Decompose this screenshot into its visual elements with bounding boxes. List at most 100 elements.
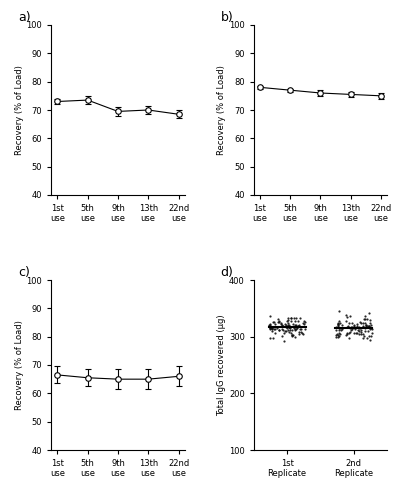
Point bbox=[335, 320, 341, 328]
Point bbox=[333, 332, 339, 340]
Point bbox=[360, 330, 366, 338]
Point bbox=[343, 317, 349, 325]
Point bbox=[288, 317, 295, 325]
Point bbox=[278, 320, 284, 328]
Point bbox=[289, 331, 295, 339]
Point bbox=[350, 329, 357, 337]
Point bbox=[349, 322, 356, 330]
Point bbox=[363, 316, 370, 324]
Point bbox=[267, 325, 274, 333]
Point bbox=[349, 320, 355, 328]
Point bbox=[266, 322, 272, 330]
Point bbox=[344, 322, 350, 330]
Point bbox=[267, 322, 273, 330]
Point bbox=[356, 327, 362, 335]
Point bbox=[287, 324, 293, 332]
Point bbox=[361, 332, 367, 340]
Text: b): b) bbox=[220, 12, 233, 24]
Point bbox=[280, 322, 286, 330]
Point bbox=[348, 324, 355, 332]
Point bbox=[364, 334, 371, 342]
Point bbox=[360, 315, 367, 323]
Point bbox=[337, 319, 343, 327]
Point bbox=[292, 326, 298, 334]
Point bbox=[301, 320, 307, 328]
Point bbox=[336, 332, 342, 340]
Point bbox=[282, 327, 288, 335]
Point bbox=[293, 314, 299, 322]
Point bbox=[298, 325, 305, 333]
Point bbox=[346, 319, 352, 327]
Point bbox=[333, 333, 339, 341]
Point bbox=[290, 330, 296, 338]
Point bbox=[338, 326, 344, 334]
Point bbox=[362, 314, 369, 322]
Point bbox=[284, 314, 291, 322]
Point bbox=[354, 322, 360, 330]
Point bbox=[345, 322, 352, 330]
Y-axis label: Recovery (% of Load): Recovery (% of Load) bbox=[15, 65, 24, 155]
Point bbox=[267, 312, 273, 320]
Point bbox=[335, 320, 341, 328]
Point bbox=[337, 324, 344, 332]
Point bbox=[292, 321, 298, 329]
Point bbox=[346, 330, 352, 338]
Point bbox=[356, 323, 362, 331]
Point bbox=[369, 324, 375, 332]
Point bbox=[285, 320, 291, 328]
Point bbox=[363, 321, 369, 329]
Point bbox=[299, 329, 305, 337]
Point bbox=[369, 329, 375, 337]
Point bbox=[356, 324, 362, 332]
Text: c): c) bbox=[18, 266, 30, 280]
Point bbox=[269, 324, 275, 332]
Point bbox=[360, 322, 366, 330]
Point bbox=[358, 330, 365, 338]
Point bbox=[362, 327, 369, 335]
Point bbox=[286, 328, 292, 336]
Point bbox=[362, 324, 368, 332]
Point bbox=[361, 312, 368, 320]
Point bbox=[339, 321, 345, 329]
Point bbox=[335, 333, 341, 341]
Point bbox=[364, 322, 370, 330]
Point bbox=[272, 329, 278, 337]
Point bbox=[279, 324, 286, 332]
Point bbox=[271, 318, 278, 326]
Point bbox=[339, 326, 346, 334]
Point bbox=[283, 327, 290, 335]
Point bbox=[286, 320, 292, 328]
Point bbox=[302, 318, 308, 326]
Point bbox=[289, 331, 295, 339]
Point bbox=[267, 320, 273, 328]
Point bbox=[270, 318, 276, 326]
Point bbox=[293, 325, 299, 333]
Point bbox=[348, 323, 354, 331]
Point bbox=[284, 324, 290, 332]
Point bbox=[292, 317, 298, 325]
Y-axis label: Recovery (% of Load): Recovery (% of Load) bbox=[15, 320, 24, 410]
Point bbox=[276, 326, 283, 334]
Point bbox=[366, 309, 372, 317]
Point bbox=[365, 322, 371, 330]
Point bbox=[296, 330, 302, 338]
Point bbox=[283, 322, 289, 330]
Point bbox=[363, 322, 369, 330]
Point bbox=[362, 320, 369, 328]
Point bbox=[289, 326, 295, 334]
Point bbox=[361, 319, 368, 327]
Point bbox=[335, 326, 342, 334]
Point bbox=[337, 330, 343, 338]
Point bbox=[295, 316, 301, 324]
Point bbox=[335, 319, 341, 327]
Point bbox=[335, 317, 342, 325]
Point bbox=[295, 328, 302, 336]
Point bbox=[358, 328, 364, 336]
Point bbox=[267, 334, 273, 342]
Point bbox=[347, 326, 354, 334]
Point bbox=[346, 324, 353, 332]
Point bbox=[301, 317, 308, 325]
Point bbox=[342, 310, 349, 318]
Point bbox=[336, 307, 342, 315]
Point bbox=[282, 320, 288, 328]
